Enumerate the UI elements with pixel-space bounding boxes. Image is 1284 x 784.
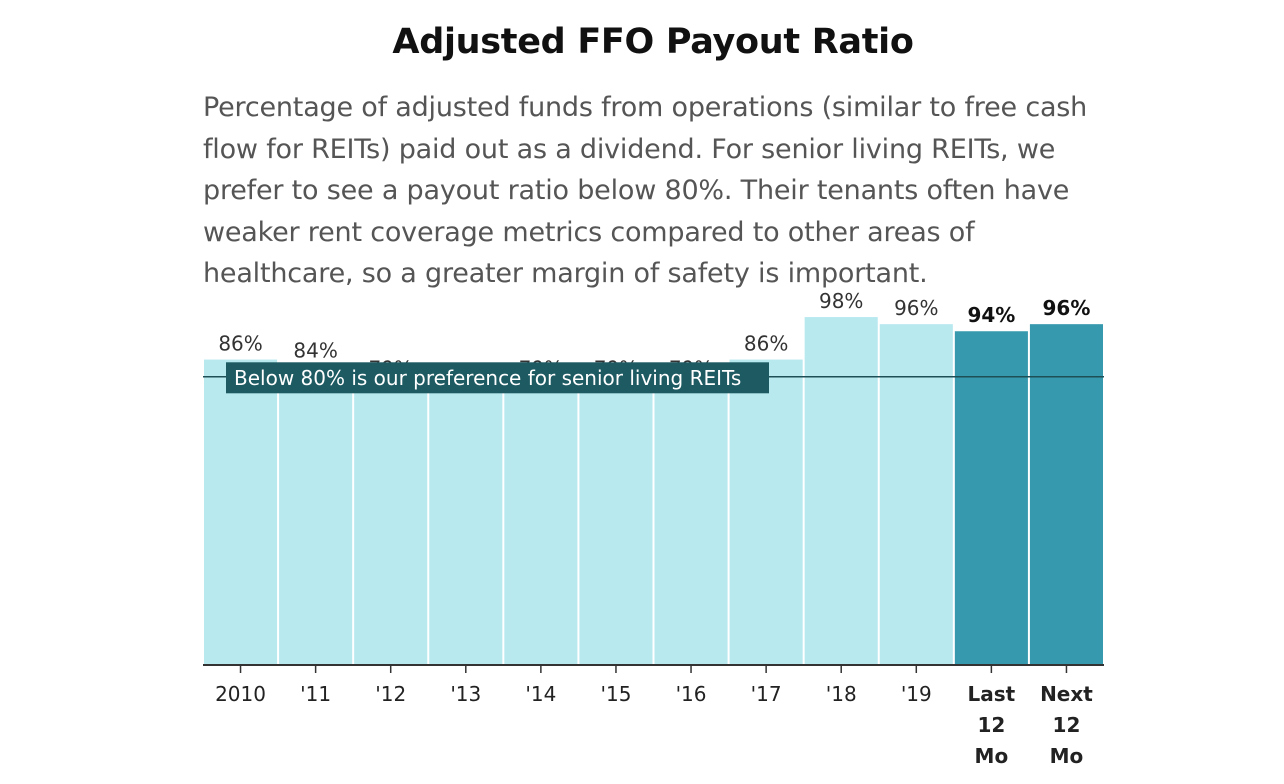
bar-value-label: 84% bbox=[293, 339, 337, 363]
x-tick-label: 12 bbox=[1053, 713, 1081, 737]
x-tick-label: '12 bbox=[375, 682, 406, 706]
bar bbox=[879, 324, 953, 664]
bar bbox=[354, 384, 428, 664]
bar bbox=[429, 387, 503, 664]
x-tick-label: Last bbox=[968, 682, 1016, 706]
x-tick-label: Mo bbox=[1050, 744, 1084, 768]
bar bbox=[954, 331, 1028, 664]
bar bbox=[579, 384, 653, 664]
x-tick-label: '17 bbox=[751, 682, 782, 706]
x-tick-label: 2010 bbox=[215, 682, 266, 706]
reference-label: Below 80% is our preference for senior l… bbox=[234, 366, 741, 390]
x-tick-label: '19 bbox=[901, 682, 932, 706]
bar bbox=[729, 359, 803, 664]
bar-value-label: 96% bbox=[894, 296, 938, 320]
x-tick-label: 12 bbox=[977, 713, 1005, 737]
bar-value-label: 94% bbox=[967, 303, 1015, 327]
reference-label-box bbox=[226, 362, 769, 394]
bar-value-label: 96% bbox=[1043, 296, 1091, 320]
x-tick-label: '15 bbox=[600, 682, 631, 706]
bar bbox=[654, 384, 728, 664]
x-tick-label: '13 bbox=[450, 682, 481, 706]
bar-value-label: 98% bbox=[819, 289, 863, 313]
bar-value-label: 86% bbox=[744, 332, 788, 356]
bar bbox=[504, 384, 578, 664]
chart-title: Adjusted FFO Payout Ratio bbox=[392, 22, 914, 62]
x-tick-label: '16 bbox=[676, 682, 707, 706]
x-tick-label: Next bbox=[1040, 682, 1093, 706]
x-tick-label: '18 bbox=[826, 682, 857, 706]
bar bbox=[279, 366, 353, 664]
bar-value-label: 86% bbox=[218, 332, 262, 356]
bar bbox=[204, 359, 278, 664]
x-tick-label: '11 bbox=[300, 682, 331, 706]
bar bbox=[804, 317, 878, 664]
bar bbox=[1029, 324, 1103, 664]
chart-subtitle: Percentage of adjusted funds from operat… bbox=[203, 92, 1088, 289]
x-tick-label: Mo bbox=[975, 744, 1009, 768]
x-tick-label: '14 bbox=[525, 682, 556, 706]
